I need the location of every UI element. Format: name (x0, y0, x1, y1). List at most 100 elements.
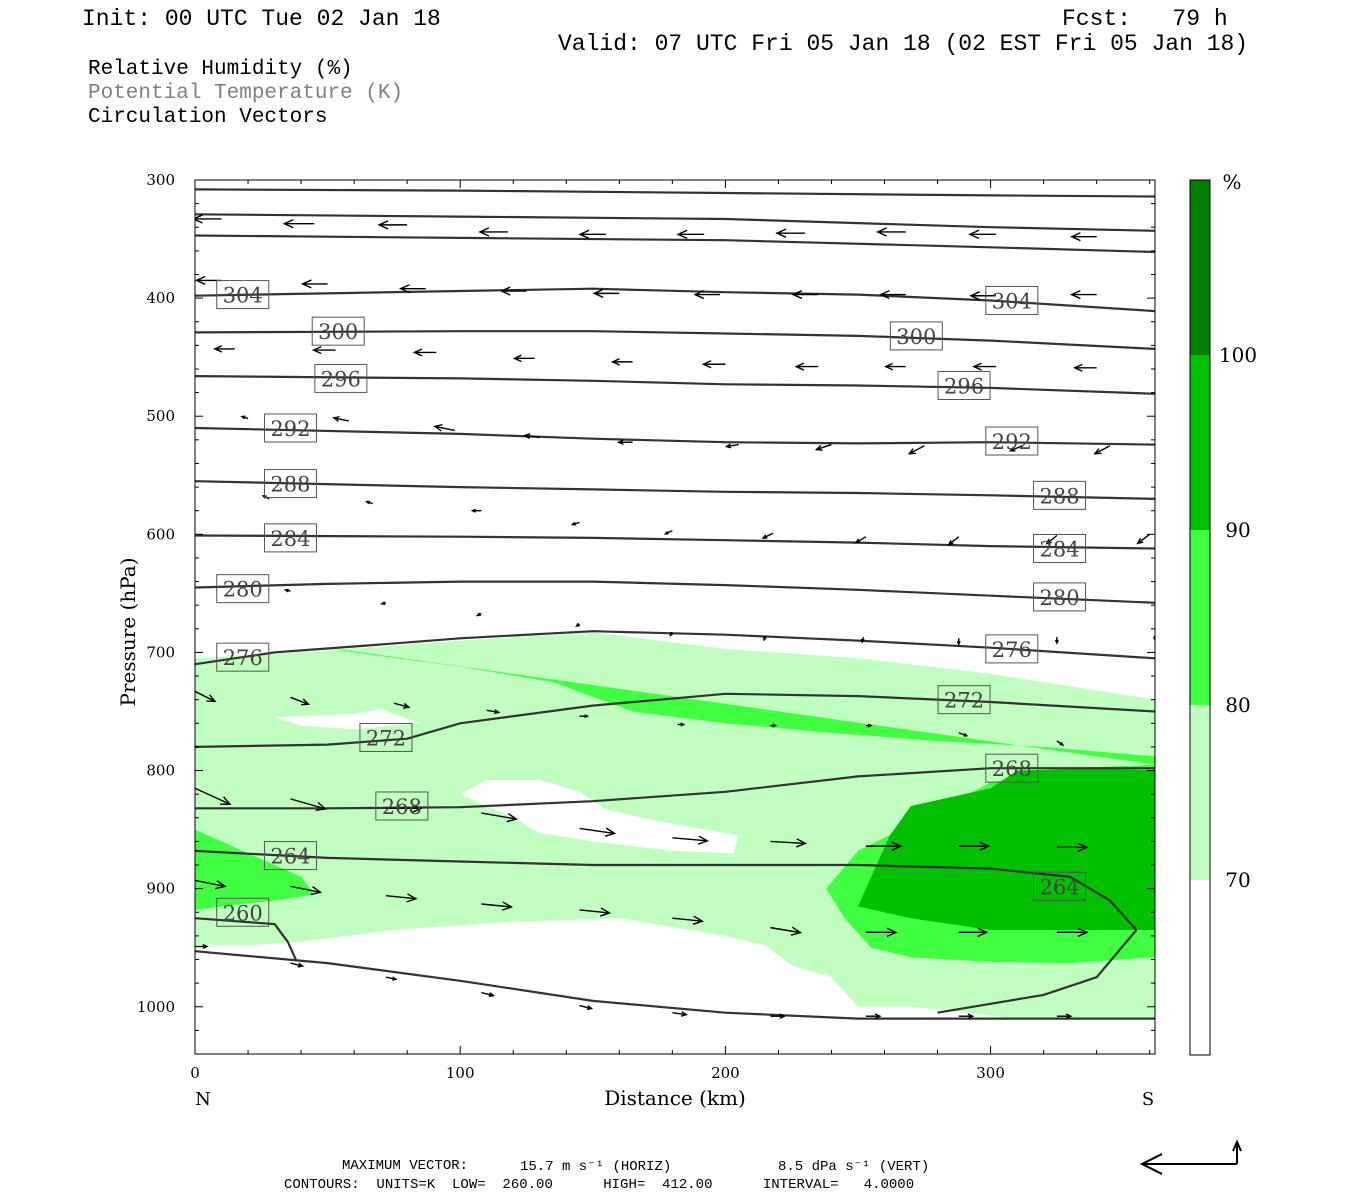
circulation-vector (290, 696, 311, 706)
circulation-vector (663, 530, 673, 535)
theta-line-292 (195, 426, 1155, 446)
theta-line-284 (195, 534, 1155, 550)
circulation-vector (1069, 289, 1097, 300)
circulation-vector (377, 220, 408, 230)
theta-line-296 (195, 375, 1155, 395)
colorbar-tick-label: 70 (1225, 868, 1250, 892)
circulation-vector (865, 723, 873, 728)
theta-label: 272 (359, 722, 413, 752)
theta-line-262 (937, 929, 1138, 1014)
svg-text:296: 296 (944, 375, 984, 399)
y-tick-label: 600 (146, 525, 175, 543)
circulation-vector (972, 362, 996, 371)
theta-line-260 (195, 917, 297, 960)
circulation-vector (380, 601, 387, 606)
circulation-vector (865, 1013, 882, 1020)
theta-label: 268 (375, 791, 429, 821)
circulation-vector (1056, 1013, 1073, 1020)
valid-time: Valid: 07 UTC Fri 05 Jan 18 (02 EST Fri … (558, 31, 1249, 57)
circulation-vector (592, 288, 620, 298)
svg-text:264: 264 (270, 845, 310, 869)
circulation-vector (610, 358, 633, 366)
svg-text:276: 276 (223, 646, 263, 670)
colorbar: 70 80 90 100 (1189, 179, 1257, 1056)
theta-line-272 (195, 692, 1155, 748)
circulation-vector (854, 536, 867, 544)
svg-text:280: 280 (223, 578, 263, 602)
theta-line-264 (195, 849, 1138, 931)
circulation-vector (1054, 637, 1059, 645)
svg-text:268: 268 (992, 757, 1032, 781)
theta-label: 260 (216, 897, 270, 927)
y-tick-label: 300 (146, 171, 175, 189)
circulation-vector (770, 723, 778, 728)
circulation-vector (478, 227, 508, 237)
x-end-label-left: N (195, 1089, 211, 1110)
circulation-vector (486, 709, 501, 715)
svg-text:280: 280 (1039, 586, 1079, 610)
rh-fill-70-80-3-3 (354, 933, 827, 1019)
y-tick-label: 900 (146, 880, 175, 898)
circulation-vector (311, 345, 336, 355)
circulation-vector (968, 229, 996, 240)
vector-layer (195, 214, 1155, 1020)
circulation-vector (433, 423, 456, 432)
colorbar-segment (1190, 180, 1210, 355)
circulation-vector (579, 714, 590, 719)
circulation-vector (956, 638, 961, 646)
circulation-vector (672, 1011, 689, 1017)
svg-text:268: 268 (382, 795, 422, 819)
svg-text:288: 288 (270, 473, 310, 497)
circulation-vector (770, 838, 808, 848)
theta-label-layer: 304 304 300 300 296 296 292 292 288 288 284 284 280 2… (216, 280, 1087, 927)
rh-fill-layer (195, 180, 1155, 1019)
theta-line-268 (195, 767, 1155, 810)
circulation-vector (481, 991, 496, 998)
rh-fill-70-80-3-1 (274, 709, 421, 730)
x-tick-label: 0 (190, 1064, 200, 1082)
circulation-vector (762, 635, 767, 642)
colorbar-tick-label: 80 (1225, 693, 1250, 717)
circulation-vector (1008, 445, 1023, 452)
circulation-vector (481, 901, 514, 911)
x-tick-label: 100 (446, 1064, 475, 1082)
circulation-vector (195, 787, 232, 805)
theta-label: 280 (216, 574, 270, 604)
circulation-vector (499, 286, 527, 296)
theta-line-280 (195, 580, 1155, 604)
y-axis-label: Pressure (hPa) (116, 558, 140, 707)
theta-label: 292 (985, 426, 1039, 456)
circulation-vector (958, 927, 989, 938)
circulation-vector (669, 631, 674, 637)
circulation-vector (865, 841, 903, 851)
circulation-vector (332, 415, 349, 422)
colorbar-segment (1190, 705, 1210, 880)
max-vector-label: MAXIMUM VECTOR: (342, 1158, 469, 1174)
theta-label: 300 (311, 316, 365, 346)
theta-label: 288 (263, 469, 317, 499)
colorbar-unit: % (1222, 170, 1241, 194)
circulation-vector (300, 279, 328, 289)
circulation-vector (884, 362, 906, 371)
svg-text:276: 276 (992, 638, 1032, 662)
theta-line-306 (195, 213, 1155, 232)
svg-text:272: 272 (944, 689, 984, 713)
circulation-vector (879, 289, 906, 300)
rh-fill-90-100-2-0 (858, 768, 1155, 930)
theta-label: 288 (1033, 480, 1087, 510)
circulation-vector (1056, 927, 1089, 938)
svg-text:292: 292 (992, 430, 1032, 454)
circulation-vector (195, 943, 209, 950)
x-tick-label: 300 (976, 1064, 1005, 1082)
forecast-hour: Fcst: 79 h (1062, 6, 1228, 32)
circulation-vector (523, 433, 540, 440)
colorbar-segment (1190, 880, 1210, 1055)
theta-label: 280 (1033, 582, 1087, 612)
plot-frame (194, 179, 1156, 1055)
theta-label: 304 (216, 280, 270, 310)
circulation-vector (1093, 445, 1111, 455)
y-tick-label: 400 (146, 289, 175, 307)
theta-line-276 (195, 630, 1155, 666)
theta-label: 284 (263, 523, 317, 553)
theta-label: 268 (985, 753, 1039, 783)
